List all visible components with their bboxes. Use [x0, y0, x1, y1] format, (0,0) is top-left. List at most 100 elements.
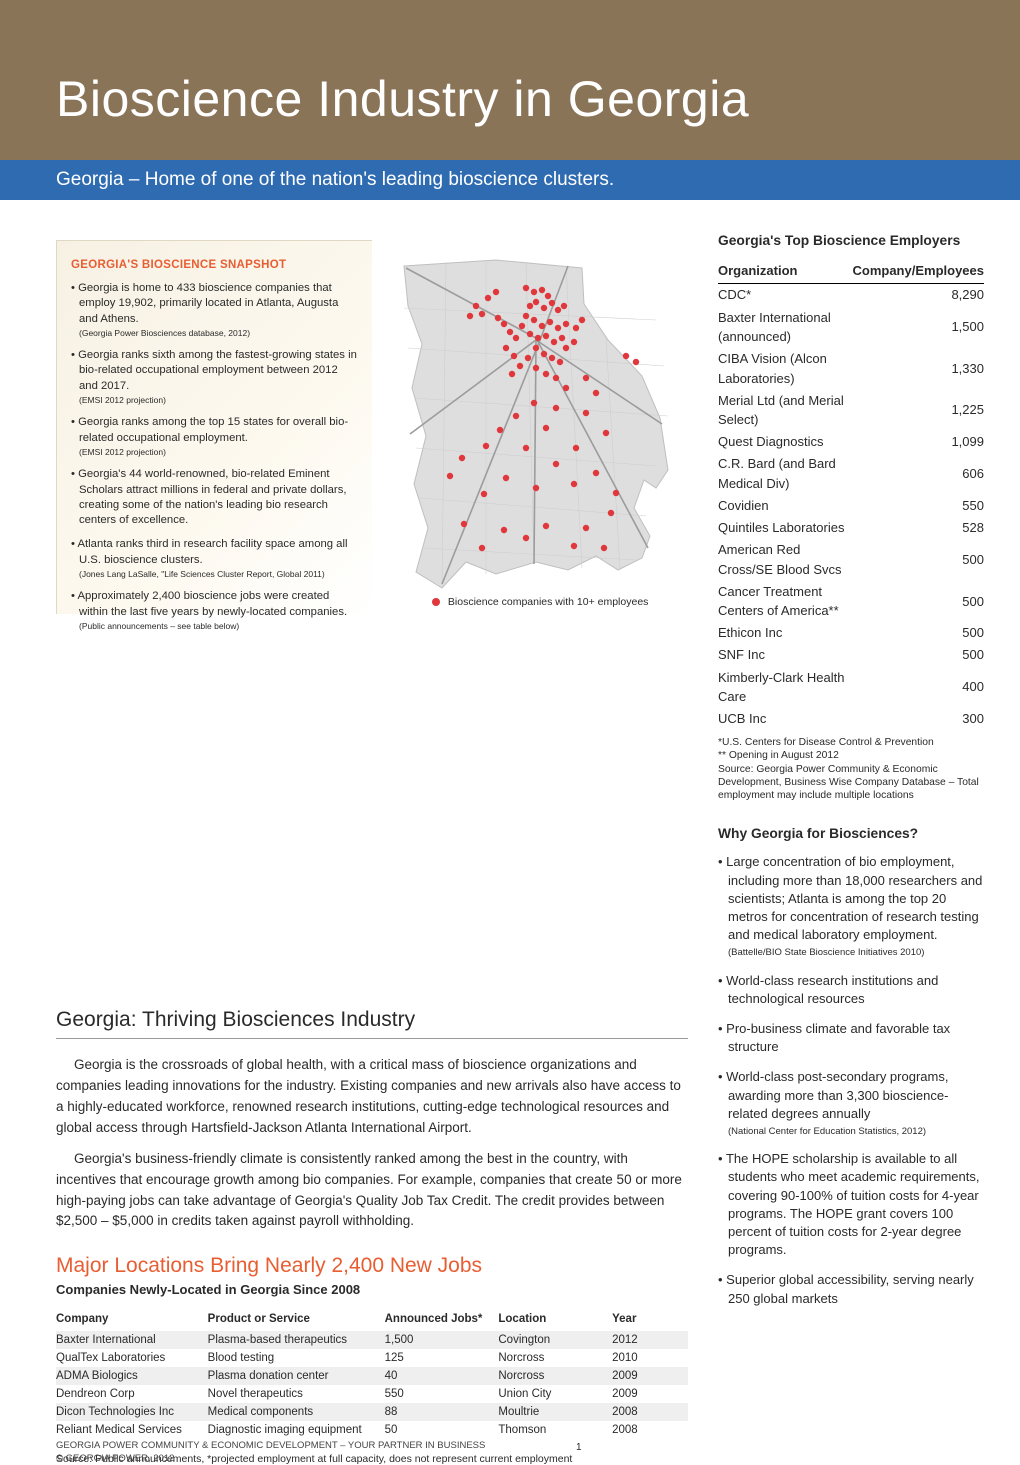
table-row: Dicon Technologies IncMedical components…	[56, 1403, 688, 1421]
footer-line-2: © GEORGIA POWER, 2012	[56, 1452, 485, 1465]
table-cell: Blood testing	[208, 1349, 385, 1367]
table-row: CIBA Vision (Alcon Laboratories)1,330	[718, 348, 984, 390]
map-dot	[503, 345, 509, 351]
table-cell: Quest Diagnostics	[718, 431, 853, 453]
table-cell: 550	[853, 495, 985, 517]
map-dot	[531, 400, 537, 406]
table-cell: 2008	[612, 1421, 688, 1439]
table-row: Baxter International (announced)1,500	[718, 306, 984, 348]
map-dot	[473, 303, 479, 309]
map-dot	[459, 455, 465, 461]
map-dot	[501, 527, 507, 533]
map-dot	[601, 545, 607, 551]
why-cite: (National Center for Education Statistic…	[728, 1125, 984, 1138]
map-dot	[539, 323, 545, 329]
table-cell: Thomson	[498, 1421, 612, 1439]
table-cell: 2008	[612, 1403, 688, 1421]
legend-dot-icon	[432, 598, 440, 606]
snapshot-cite: (EMSI 2012 projection)	[79, 395, 358, 406]
map-dot	[493, 289, 499, 295]
snapshot-cite: (Georgia Power Biosciences database, 201…	[79, 328, 358, 339]
map-dot	[543, 425, 549, 431]
table-cell: Medical components	[208, 1403, 385, 1421]
map-dot	[527, 331, 533, 337]
map-dot	[553, 461, 559, 467]
table-cell: SNF Inc	[718, 644, 853, 666]
thriving-heading: Georgia: Thriving Biosciences Industry	[56, 1008, 688, 1039]
map-dot	[523, 535, 529, 541]
map-dot	[523, 285, 529, 291]
header: Bioscience Industry in Georgia Georgia –…	[0, 0, 1020, 200]
table-cell: 2012	[612, 1331, 688, 1349]
table-row: Reliant Medical ServicesDiagnostic imagi…	[56, 1421, 688, 1439]
map-dot	[593, 390, 599, 396]
snapshot-bullet: Georgia ranks among the top 15 states fo…	[71, 415, 358, 458]
right-column: Georgia's Top Bioscience Employers Organ…	[718, 232, 984, 1320]
table-row: QualTex LaboratoriesBlood testing125Norc…	[56, 1349, 688, 1367]
map-dot	[479, 545, 485, 551]
table-cell: 1,330	[853, 348, 985, 390]
why-bullet: World-class research institutions and te…	[718, 972, 984, 1008]
map-dot	[543, 371, 549, 377]
table-cell: Dendreon Corp	[56, 1385, 208, 1403]
table-cell: 1,500	[385, 1331, 499, 1349]
thriving-section: Georgia: Thriving Biosciences Industry G…	[56, 1008, 688, 1232]
map-dot	[593, 470, 599, 476]
map-dot	[479, 311, 485, 317]
table-cell: Quintiles Laboratories	[718, 517, 853, 539]
table-cell: Cancer Treatment Centers of America**	[718, 580, 853, 622]
why-bullet: Superior global accessibility, serving n…	[718, 1271, 984, 1307]
map-dot	[485, 295, 491, 301]
map-dot	[467, 313, 473, 319]
table-row: American Red Cross/SE Blood Svcs500	[718, 539, 984, 581]
table-row: Cancer Treatment Centers of America**500	[718, 580, 984, 622]
content: GEORGIA'S BIOSCIENCE SNAPSHOT Georgia is…	[56, 240, 974, 1290]
table-row: UCB Inc300	[718, 708, 984, 730]
map-dot	[531, 317, 537, 323]
map-dot	[533, 345, 539, 351]
map-dot	[571, 339, 577, 345]
map	[386, 248, 688, 604]
snapshot-cite: (EMSI 2012 projection)	[79, 447, 358, 458]
map-dot	[533, 299, 539, 305]
companies-col-4: Year	[612, 1309, 688, 1331]
employers-table: Organization Company/Employees CDC*8,290…	[718, 261, 984, 730]
table-row: ADMA BiologicsPlasma donation center40No…	[56, 1367, 688, 1385]
table-cell: 500	[853, 580, 985, 622]
table-row: Dendreon CorpNovel therapeutics550Union …	[56, 1385, 688, 1403]
table-cell: 400	[853, 666, 985, 708]
table-cell: CDC*	[718, 284, 853, 307]
map-dot	[579, 317, 585, 323]
map-dot	[447, 473, 453, 479]
table-cell: QualTex Laboratories	[56, 1349, 208, 1367]
table-cell: 1,099	[853, 431, 985, 453]
thriving-para-1: Georgia is the crossroads of global heal…	[56, 1055, 688, 1139]
table-cell: 500	[853, 539, 985, 581]
table-cell: 500	[853, 622, 985, 644]
table-row: Quest Diagnostics1,099	[718, 431, 984, 453]
map-dot	[547, 319, 553, 325]
table-cell: 8,290	[853, 284, 985, 307]
map-dot	[549, 355, 555, 361]
table-cell: C.R. Bard (and Bard Medical Div)	[718, 453, 853, 495]
table-cell: Merial Ltd (and Merial Select)	[718, 389, 853, 431]
table-cell: Union City	[498, 1385, 612, 1403]
page-subtitle: Georgia – Home of one of the nation's le…	[56, 169, 614, 191]
footer: GEORGIA POWER COMMUNITY & ECONOMIC DEVEL…	[56, 1439, 485, 1465]
snapshot-cite: (Public announcements – see table below)	[79, 621, 358, 632]
why-bullet: Pro-business climate and favorable tax s…	[718, 1020, 984, 1056]
map-dot	[573, 445, 579, 451]
companies-col-2: Announced Jobs*	[385, 1309, 499, 1331]
snapshot-box: GEORGIA'S BIOSCIENCE SNAPSHOT Georgia is…	[56, 240, 372, 614]
emp-col-0: Organization	[718, 261, 853, 284]
map-dot	[509, 371, 515, 377]
map-dot	[573, 325, 579, 331]
map-dot	[523, 445, 529, 451]
table-cell: 500	[853, 644, 985, 666]
map-dot	[519, 323, 525, 329]
companies-table: CompanyProduct or ServiceAnnounced Jobs*…	[56, 1309, 688, 1439]
map-dot	[571, 481, 577, 487]
table-cell: 88	[385, 1403, 499, 1421]
why-heading: Why Georgia for Biosciences?	[718, 825, 984, 844]
map-dot	[483, 443, 489, 449]
